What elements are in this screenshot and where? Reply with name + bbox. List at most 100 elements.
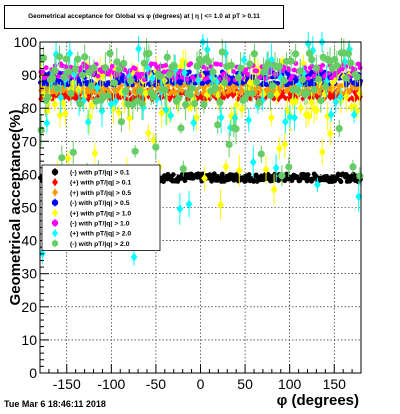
data-point — [287, 57, 295, 65]
data-point — [264, 60, 272, 68]
data-point — [273, 90, 281, 100]
data-point — [188, 61, 194, 67]
data-point — [45, 81, 50, 87]
y-tick-label: 90 — [21, 67, 37, 83]
y-tick-label: 30 — [21, 266, 37, 282]
y-tick-label: 10 — [21, 332, 37, 348]
data-point — [174, 75, 179, 81]
data-point — [120, 59, 128, 68]
data-point — [65, 82, 71, 87]
data-point — [262, 165, 270, 175]
data-point — [170, 172, 176, 178]
data-point — [248, 89, 256, 98]
data-point — [289, 73, 295, 79]
data-point — [250, 50, 258, 58]
data-point — [204, 66, 210, 72]
data-point — [257, 74, 263, 80]
data-point — [342, 92, 350, 102]
data-point — [115, 107, 123, 117]
data-point — [297, 103, 305, 113]
data-point — [304, 39, 312, 49]
data-point — [349, 163, 357, 171]
data-point — [211, 84, 220, 93]
data-point — [305, 111, 313, 121]
data-point — [159, 63, 165, 69]
data-point — [104, 92, 112, 100]
data-point — [311, 73, 317, 79]
data-point — [207, 64, 213, 69]
data-point — [218, 85, 223, 92]
data-point — [65, 68, 73, 76]
data-point — [191, 99, 199, 108]
data-point — [76, 100, 84, 108]
data-point — [78, 71, 87, 79]
data-point — [314, 75, 323, 83]
legend-marker — [52, 188, 58, 197]
legend-entry-2: (+) with pT/|q| > 0.5 — [52, 188, 131, 197]
data-point — [200, 100, 208, 109]
data-point — [313, 105, 321, 115]
data-point — [147, 82, 153, 88]
data-point — [184, 76, 190, 82]
data-point — [202, 76, 208, 82]
data-point — [60, 73, 68, 81]
data-point — [158, 108, 166, 118]
data-point — [161, 69, 167, 75]
data-point — [245, 115, 253, 125]
legend: (-) with pT/|q| > 0.1 (+) with pT/|q| > 0… — [41, 164, 161, 251]
data-point — [257, 150, 265, 158]
data-point — [341, 57, 349, 67]
data-point — [53, 85, 61, 93]
x-axis-label: φ (degrees) — [277, 392, 359, 409]
data-point — [278, 172, 286, 180]
data-point — [222, 162, 230, 172]
legend-marker — [51, 168, 59, 176]
data-point — [149, 61, 154, 67]
data-point — [93, 83, 101, 93]
data-point — [317, 96, 325, 105]
data-point — [64, 153, 72, 163]
legend-entry-3: (-) with pT/|q| > 0.5 — [51, 198, 130, 207]
data-point — [179, 165, 187, 173]
data-point — [134, 71, 140, 77]
data-point — [87, 82, 96, 90]
data-point — [70, 78, 77, 88]
chart-title: Geometrical acceptance for Global vs φ (… — [4, 5, 284, 29]
legend-label: (-) with pT/|q| > 0.5 — [70, 200, 130, 207]
data-point — [181, 68, 188, 78]
data-point — [220, 79, 229, 87]
data-point — [153, 82, 158, 88]
data-point — [215, 61, 220, 67]
data-point — [98, 106, 106, 116]
data-point — [305, 172, 311, 178]
data-point — [66, 48, 74, 58]
data-point — [44, 93, 52, 101]
data-point — [81, 53, 89, 61]
data-point — [110, 79, 119, 87]
data-point — [173, 88, 179, 95]
series-7 — [37, 37, 364, 189]
data-point — [214, 121, 222, 129]
data-point — [135, 44, 142, 54]
data-point — [259, 89, 267, 99]
y-tick-label: 40 — [21, 233, 37, 249]
data-point — [309, 69, 314, 75]
data-point — [186, 69, 192, 75]
data-point — [246, 172, 252, 177]
data-point — [43, 118, 51, 128]
data-point — [138, 100, 146, 108]
legend-label: (+) with pT/|q| > 0.5 — [70, 190, 131, 197]
data-point — [332, 97, 340, 107]
data-point — [194, 75, 202, 85]
date-stamp: Tue Mar 6 18:46:11 2018 — [4, 399, 106, 409]
data-point — [355, 192, 363, 202]
data-point — [355, 61, 361, 67]
data-point — [42, 75, 47, 81]
data-point — [253, 78, 261, 86]
data-point — [101, 64, 109, 72]
data-point — [209, 68, 217, 76]
data-point — [112, 96, 120, 106]
legend-marker — [52, 178, 58, 187]
data-point — [56, 74, 62, 80]
legend-label: (-) with pT/|q| > 0.1 — [70, 170, 130, 177]
